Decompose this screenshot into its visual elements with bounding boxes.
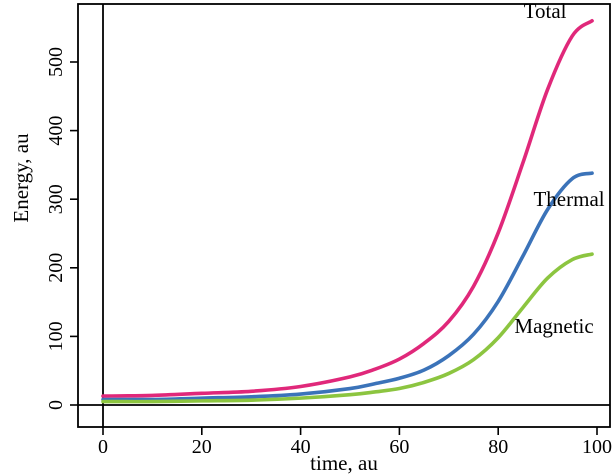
x-tick-label: 80	[488, 436, 508, 458]
series-labels: Total Thermal Magnetic	[514, 0, 604, 338]
x-tick-label: 20	[192, 436, 212, 458]
x-axis-ticks: 0 20 40 60 80 100	[98, 427, 612, 458]
y-tick-label: 100	[45, 321, 67, 351]
series-line-total	[101, 19, 594, 398]
x-axis-title: time, au	[310, 451, 378, 475]
y-tick-label: 300	[45, 184, 67, 214]
plot-frame	[77, 3, 611, 428]
y-axis-title: Energy, au	[9, 133, 33, 223]
x-tick-label: 60	[389, 436, 409, 458]
series-line-magnetic	[101, 252, 594, 404]
series-label-total: Total	[524, 0, 567, 23]
y-tick-label: 400	[45, 116, 67, 146]
x-tick-label: 0	[98, 436, 108, 458]
y-tick-label: 500	[45, 47, 67, 77]
series-lines	[101, 19, 594, 404]
x-tick-label: 40	[291, 436, 311, 458]
y-tick-label: 200	[45, 253, 67, 283]
y-axis-ticks: 0 100 200 300 400 500	[45, 47, 78, 410]
series-label-thermal: Thermal	[533, 187, 604, 211]
x-tick-label: 100	[582, 436, 612, 458]
series-label-magnetic: Magnetic	[514, 314, 593, 338]
series-line-thermal	[101, 171, 594, 402]
y-tick-label: 0	[45, 400, 67, 410]
